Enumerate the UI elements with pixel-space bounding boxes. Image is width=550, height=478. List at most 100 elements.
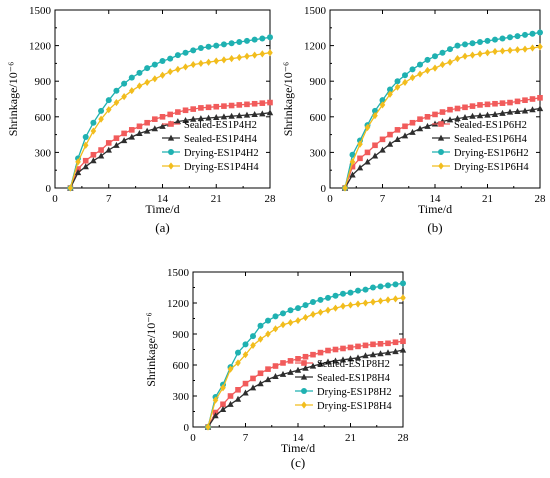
chart-panel-b: 0 7 14 21 28 0 300 600 900 1200 1500 Time/d Shrinkag… xyxy=(281,5,546,235)
data-point xyxy=(332,304,339,312)
data-point xyxy=(392,339,399,346)
data-point xyxy=(295,316,301,325)
data-point xyxy=(182,116,189,123)
data-point xyxy=(325,294,331,301)
data-point xyxy=(302,364,309,371)
data-point xyxy=(402,78,408,86)
data-point xyxy=(221,56,227,64)
data-point xyxy=(144,119,150,126)
y-tick-label: 900 xyxy=(310,76,327,88)
data-point xyxy=(340,290,346,297)
series-sealed-es1p4h2 xyxy=(67,99,273,191)
data-point xyxy=(492,36,498,43)
data-point xyxy=(280,360,286,366)
data-point xyxy=(90,157,97,164)
y-tick-label: 0 xyxy=(46,183,52,195)
data-point xyxy=(236,102,243,108)
data-point xyxy=(325,306,331,314)
data-point xyxy=(469,112,476,119)
data-point xyxy=(244,52,250,60)
data-point xyxy=(349,163,356,170)
data-point xyxy=(198,59,204,67)
data-point xyxy=(267,99,273,106)
data-point xyxy=(113,87,120,94)
data-point xyxy=(121,80,128,87)
legend-label: Drying-ES1P8H4 xyxy=(317,401,392,412)
data-point xyxy=(213,103,220,110)
y-tick-label: 300 xyxy=(35,147,52,159)
data-point xyxy=(190,115,197,122)
data-point xyxy=(67,184,74,192)
data-point xyxy=(267,49,273,57)
data-point xyxy=(387,90,393,98)
data-point xyxy=(462,104,468,111)
data-point xyxy=(310,310,316,318)
data-point xyxy=(424,66,431,75)
data-point xyxy=(151,61,158,68)
data-point xyxy=(424,56,431,63)
data-point xyxy=(401,132,409,139)
data-point xyxy=(372,142,378,149)
data-point xyxy=(439,49,446,56)
data-point xyxy=(317,296,324,303)
data-point xyxy=(128,127,135,133)
y-tick-label: 1500 xyxy=(304,5,327,17)
data-point xyxy=(339,356,347,363)
data-point xyxy=(257,380,264,387)
data-point xyxy=(309,362,317,369)
data-point xyxy=(228,112,235,119)
data-point xyxy=(402,123,408,130)
data-point xyxy=(492,47,498,56)
data-point xyxy=(347,301,354,309)
data-point xyxy=(370,341,376,348)
x-tick-label: 28 xyxy=(265,193,277,205)
data-point xyxy=(105,140,112,146)
data-point xyxy=(212,412,219,419)
data-point xyxy=(400,280,406,287)
y-tick-label: 900 xyxy=(35,76,52,88)
data-point xyxy=(190,60,197,69)
data-point xyxy=(357,155,363,162)
data-point xyxy=(507,99,513,106)
data-point xyxy=(446,116,454,123)
data-point xyxy=(151,125,159,132)
data-point xyxy=(484,111,491,118)
legend-label: Drying-ES1P6H4 xyxy=(454,162,529,173)
data-point xyxy=(438,149,444,155)
data-point xyxy=(105,97,112,104)
data-point xyxy=(484,49,491,57)
data-point xyxy=(392,348,399,355)
data-point xyxy=(387,86,393,93)
data-point xyxy=(266,109,274,116)
data-point xyxy=(167,111,173,118)
legend-label: Sealed-ES1P8H4 xyxy=(317,373,391,384)
data-point xyxy=(205,114,212,121)
data-point xyxy=(386,140,394,147)
data-point xyxy=(370,298,376,306)
data-point xyxy=(243,111,251,118)
legend-label: Sealed-ES1P4H4 xyxy=(184,134,258,145)
data-point xyxy=(454,55,461,63)
data-point xyxy=(259,100,266,106)
data-point xyxy=(294,366,302,373)
data-point xyxy=(182,49,189,56)
data-point xyxy=(394,135,401,142)
data-point xyxy=(377,283,384,290)
data-point xyxy=(371,152,379,159)
data-point xyxy=(251,111,258,118)
data-point xyxy=(90,127,97,135)
data-point xyxy=(120,137,128,144)
legend-label: Drying-ES1P4H4 xyxy=(184,162,259,173)
data-point xyxy=(265,330,271,338)
data-point xyxy=(399,346,407,353)
series-drying-es1p8h2 xyxy=(205,280,406,430)
data-point xyxy=(514,98,521,105)
data-point xyxy=(310,298,316,305)
data-point xyxy=(113,135,120,141)
series-sealed-es1p6h2 xyxy=(342,95,543,191)
data-point xyxy=(409,66,416,73)
y-tick-label: 1500 xyxy=(167,267,190,279)
data-point xyxy=(105,146,112,153)
x-tick-label: 7 xyxy=(106,193,112,205)
data-point xyxy=(384,349,392,356)
